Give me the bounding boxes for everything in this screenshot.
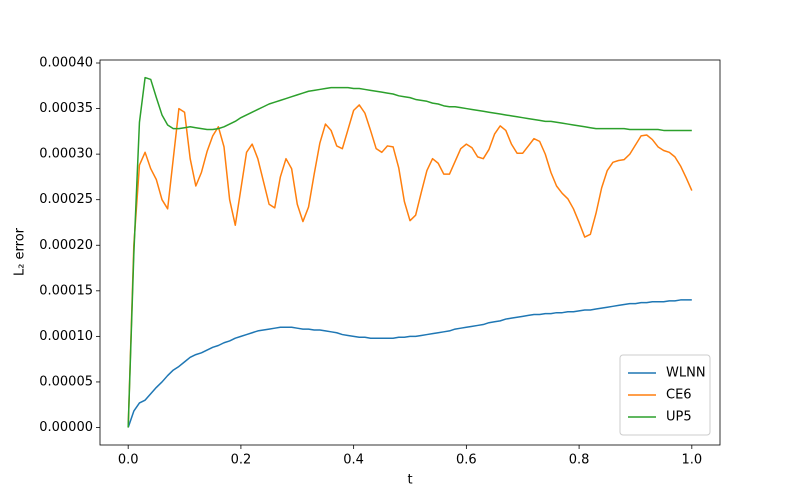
y-tick-label: 0.00025	[39, 192, 93, 207]
axes-frame	[99, 59, 721, 446]
legend: WLNN CE6 UP5	[619, 354, 711, 436]
y-tick-label: 0.00020	[39, 238, 93, 253]
y-tick-label: 0.00035	[39, 101, 93, 116]
x-tick-label: 0.4	[343, 453, 364, 468]
x-tick-label: 0.8	[569, 453, 590, 468]
legend-box	[619, 354, 711, 436]
x-tick-label: 1.0	[681, 453, 702, 468]
y-tick-label: 0.00015	[39, 283, 93, 298]
x-axis-label: t	[407, 473, 412, 488]
series-line	[127, 299, 692, 428]
y-tick-label: 0.00005	[39, 374, 93, 389]
y-tick-label: 0.00030	[39, 147, 93, 162]
legend-label: WLNN	[666, 366, 706, 381]
y-tick-label: 0.00000	[39, 420, 93, 435]
series-line	[127, 104, 693, 428]
y-tick-label: 0.00010	[39, 329, 93, 344]
x-tick-label: 0.0	[118, 453, 139, 468]
series-line	[127, 76, 692, 428]
x-tick-label: 0.2	[231, 453, 252, 468]
y-tick-label: 0.00040	[39, 56, 93, 71]
y-axis-label: L₂ error	[13, 227, 28, 276]
x-tick-label: 0.6	[456, 453, 477, 468]
legend-label: UP5	[666, 410, 692, 425]
legend-label: CE6	[666, 388, 692, 403]
